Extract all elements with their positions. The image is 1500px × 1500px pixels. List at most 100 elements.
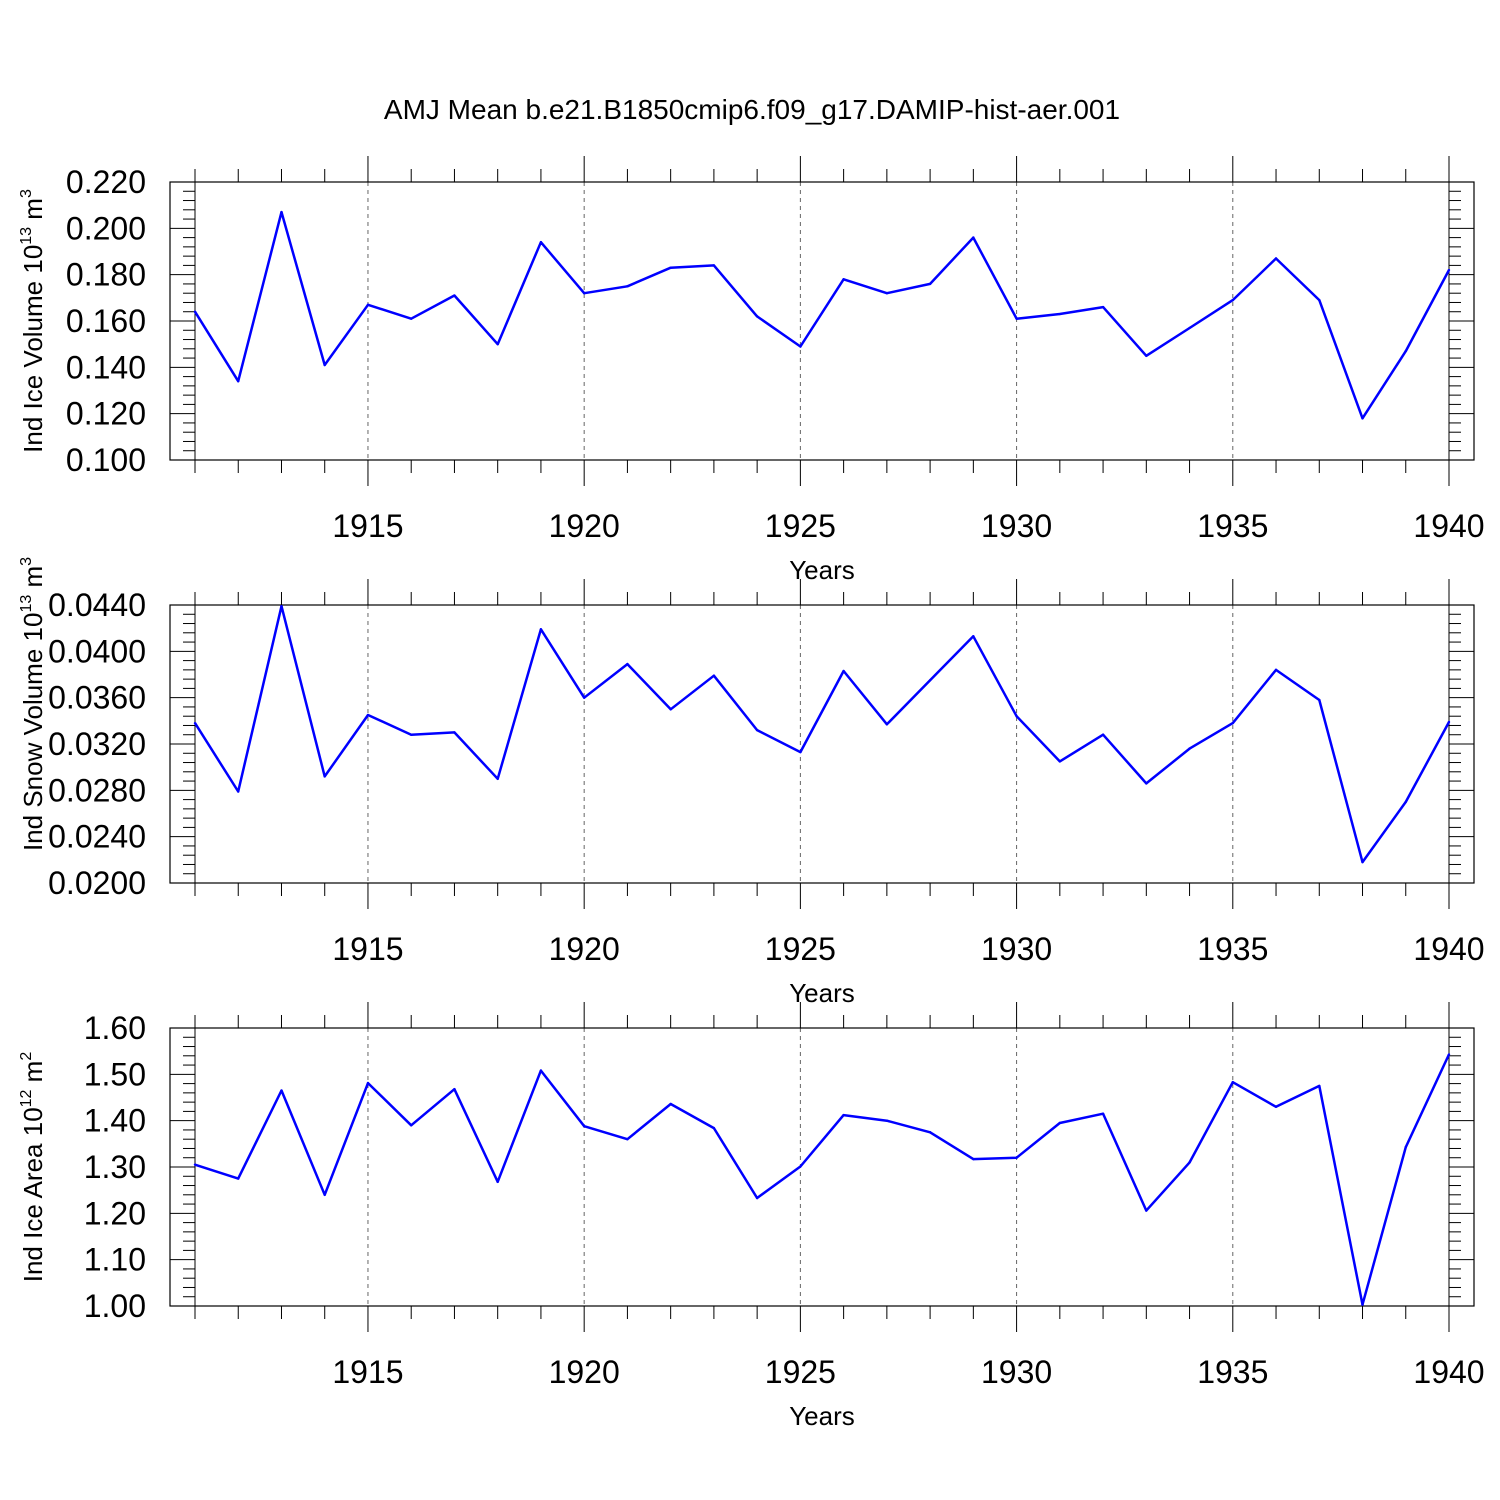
data-point [626,285,629,288]
y-tick-label: 0.140 [66,349,146,385]
y-axis-label: Ind Snow Volume 1013 m3 [18,557,48,851]
data-point [1447,268,1451,272]
y-tick-label: 1.10 [84,1242,146,1278]
y-axis-label-text: Ind Ice Volume 10 [18,245,48,453]
data-point [366,303,370,306]
data-point [410,317,413,320]
data-point [755,728,759,732]
y-tick-label: 1.60 [84,1010,146,1046]
data-point [237,790,240,793]
data-point [972,236,975,239]
data-point [712,674,716,677]
y-axis-label-text: m [18,198,48,227]
y-tick-label: 0.220 [66,164,146,200]
x-tick-label: 1940 [1413,931,1484,967]
data-point [842,1113,845,1117]
data-point [582,696,586,699]
data-point [453,294,456,297]
data-point [1015,317,1018,320]
x-tick-label: 1940 [1413,508,1484,544]
data-point [496,777,499,780]
y-tick-label: 1.20 [84,1195,146,1231]
data-point [539,628,543,631]
y-axis-label-text: m [18,566,48,595]
data-point [237,380,240,383]
data-point [496,342,499,346]
data-point [366,713,370,717]
data-point [1361,860,1364,864]
data-point [539,1069,543,1072]
data-point [1404,1145,1407,1149]
y-tick-label: 0.0200 [48,865,146,901]
data-point [1404,349,1407,353]
data-point [1318,698,1321,702]
data-point [410,1124,413,1127]
data-point [1274,1105,1278,1108]
data-point [1188,1161,1191,1164]
data-point [1058,1121,1062,1125]
data-point [1361,1303,1364,1306]
y-tick-label: 1.00 [84,1288,146,1324]
x-tick-label: 1920 [549,931,620,967]
y-axis-label-exponent: 13 [18,595,35,613]
data-point [712,1126,716,1130]
data-point [1447,720,1451,724]
y-tick-label: 0.0240 [48,819,146,855]
plot-frame [169,181,1475,461]
y-tick-label: 0.160 [66,303,146,339]
data-point [626,662,629,666]
data-point [1274,257,1278,260]
data-point [928,679,932,682]
data-point [669,266,672,269]
x-tick-label: 1935 [1197,508,1268,544]
y-axis-label: Ind Ice Area 1012 m2 [18,1052,48,1283]
data-point [885,723,889,726]
data-point [539,241,543,244]
data-point [280,1089,283,1092]
plot-frame [169,604,1475,884]
y-axis-label-exponent: 12 [18,1089,35,1107]
chart-title: AMJ Mean b.e21.B1850cmip6.f09_g17.DAMIP-… [384,94,1120,125]
data-point [842,278,845,281]
data-point [712,264,716,267]
data-point [799,1165,802,1168]
y-tick-label: 0.120 [66,396,146,432]
y-tick-label: 0.200 [66,210,146,246]
data-point [669,708,672,711]
x-tick-label: 1925 [765,1354,836,1390]
y-tick-label: 0.180 [66,257,146,293]
data-point [799,345,802,348]
x-tick-label: 1935 [1197,1354,1268,1390]
data-point [1015,1156,1018,1159]
data-point [928,282,932,286]
y-tick-label: 1.50 [84,1056,146,1092]
data-point [755,315,759,318]
data-point [366,1081,370,1085]
data-point [323,1193,326,1197]
data-point [626,1138,629,1141]
data-point [1274,668,1278,672]
x-tick-label: 1915 [332,931,403,967]
x-tick-label: 1920 [549,508,620,544]
data-point [1404,800,1407,804]
data-point [755,1196,759,1200]
y-axis-label-exponent: 3 [18,557,35,566]
x-axis-label: Years [789,1401,855,1431]
y-tick-label: 0.0440 [48,587,146,623]
data-point [582,292,586,295]
data-point [237,1177,240,1180]
data-point [1145,1209,1148,1212]
x-tick-label: 1930 [981,1354,1052,1390]
y-tick-label: 1.40 [84,1103,146,1139]
data-point [1058,312,1062,316]
panel-1: 0.100 0.120 0.140 0.160 0.180 0.200 0.220 1915 1… [18,156,1485,585]
x-tick-label: 1935 [1197,931,1268,967]
data-point [885,292,889,295]
y-axis-label-exponent: 3 [18,189,35,198]
data-point [280,604,283,608]
y-tick-label: 0.0320 [48,726,146,762]
data-point [323,363,326,367]
y-axis-label-exponent: 13 [18,227,35,245]
y-axis-label-exponent: 2 [18,1052,35,1061]
